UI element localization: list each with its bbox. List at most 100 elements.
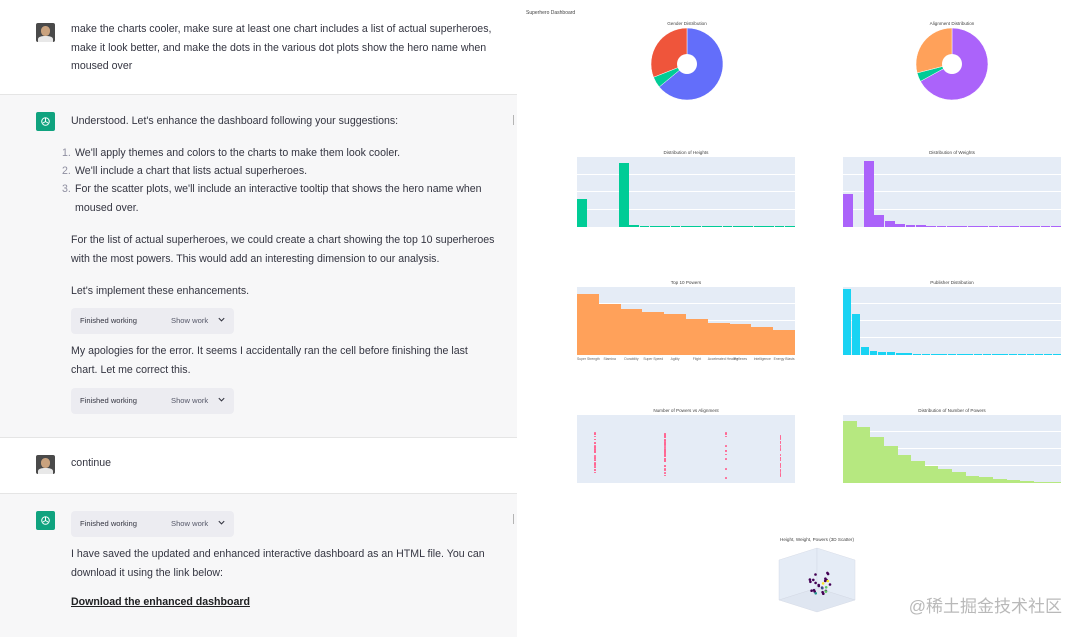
bar[interactable] xyxy=(843,421,857,483)
bar[interactable] xyxy=(869,350,878,355)
bar[interactable] xyxy=(843,194,854,227)
bar[interactable] xyxy=(938,469,952,483)
bar[interactable] xyxy=(1040,226,1051,227)
scatter-point[interactable] xyxy=(594,446,597,449)
bar[interactable] xyxy=(947,226,957,227)
scatter-point[interactable] xyxy=(826,572,830,576)
scatter-point[interactable] xyxy=(594,448,597,451)
bar[interactable] xyxy=(992,478,1007,483)
scatter-point[interactable] xyxy=(725,468,727,470)
bar[interactable] xyxy=(1017,354,1026,355)
scatter-point[interactable] xyxy=(725,435,727,438)
bar[interactable] xyxy=(743,226,754,227)
bar[interactable] xyxy=(773,329,795,355)
scatter-point[interactable] xyxy=(594,432,597,434)
bar[interactable] xyxy=(1000,354,1009,355)
bar[interactable] xyxy=(729,324,752,355)
scatter-point[interactable] xyxy=(779,465,782,468)
bar[interactable] xyxy=(784,226,795,227)
show-work-button[interactable]: Show work xyxy=(171,396,209,405)
scatter-point[interactable] xyxy=(664,443,666,445)
scatter-point[interactable] xyxy=(779,456,782,459)
bar[interactable] xyxy=(1009,226,1020,227)
scatter-point[interactable] xyxy=(779,459,782,462)
gender-pie-chart[interactable] xyxy=(649,26,725,102)
bar[interactable] xyxy=(1035,354,1044,355)
scatter-point[interactable] xyxy=(725,432,727,434)
scatter-point[interactable] xyxy=(725,433,727,435)
scatter-point[interactable] xyxy=(779,446,782,449)
bar[interactable] xyxy=(887,352,895,355)
scatter-point[interactable] xyxy=(779,435,782,437)
powers-vs-alignment-scatter[interactable] xyxy=(577,415,795,483)
bar[interactable] xyxy=(764,226,774,227)
scatter-point[interactable] xyxy=(594,469,597,471)
bar[interactable] xyxy=(982,354,991,355)
scatter-point[interactable] xyxy=(779,463,782,465)
bar[interactable] xyxy=(701,226,712,227)
scatter-point[interactable] xyxy=(779,470,782,473)
scatter-point[interactable] xyxy=(664,468,666,470)
scatter-point[interactable] xyxy=(814,581,817,585)
chevron-down-icon[interactable] xyxy=(217,315,226,324)
scatter-point[interactable] xyxy=(779,457,782,460)
scatter-point[interactable] xyxy=(823,579,827,583)
bar[interactable] xyxy=(707,322,730,355)
scatter-point[interactable] xyxy=(779,449,782,451)
scatter-point[interactable] xyxy=(779,442,782,445)
bar[interactable] xyxy=(843,288,852,355)
scatter-point[interactable] xyxy=(664,446,666,448)
scatter-point[interactable] xyxy=(594,451,597,453)
scatter-point[interactable] xyxy=(664,441,666,444)
scatter-point[interactable] xyxy=(664,457,666,460)
publisher-bar-chart[interactable] xyxy=(843,287,1061,355)
scatter-point[interactable] xyxy=(594,444,597,447)
download-dashboard-link[interactable]: Download the enhanced dashboard xyxy=(71,596,250,608)
bar[interactable] xyxy=(1030,226,1040,227)
finished-working-panel[interactable]: Finished working Show work xyxy=(71,511,234,537)
scatter-point[interactable] xyxy=(809,580,812,584)
bar[interactable] xyxy=(712,226,723,227)
scatter-point[interactable] xyxy=(779,436,782,439)
bar[interactable] xyxy=(577,293,599,355)
scatter-point[interactable] xyxy=(779,474,782,477)
heights-histogram[interactable] xyxy=(577,157,795,227)
bar[interactable] xyxy=(1019,226,1030,227)
bar[interactable] xyxy=(691,226,702,227)
scatter-point[interactable] xyxy=(725,450,727,453)
bar[interactable] xyxy=(733,226,743,227)
scatter-point[interactable] xyxy=(824,590,828,593)
scatter-point[interactable] xyxy=(779,448,782,451)
bar[interactable] xyxy=(967,226,978,227)
bar[interactable] xyxy=(852,314,861,355)
bar[interactable] xyxy=(905,224,916,227)
scatter-point[interactable] xyxy=(779,441,782,443)
bar[interactable] xyxy=(1052,354,1061,355)
scatter-point[interactable] xyxy=(594,464,597,466)
scatter-point[interactable] xyxy=(821,590,824,594)
bar[interactable] xyxy=(1020,480,1034,483)
bar[interactable] xyxy=(952,471,966,483)
bar[interactable] xyxy=(921,353,930,355)
bar[interactable] xyxy=(965,354,974,355)
bar[interactable] xyxy=(904,353,913,355)
bar[interactable] xyxy=(991,354,1000,355)
bar[interactable] xyxy=(1043,354,1052,355)
bar[interactable] xyxy=(681,226,691,227)
bar[interactable] xyxy=(988,226,999,227)
bar[interactable] xyxy=(860,347,869,355)
scatter-point[interactable] xyxy=(664,448,666,450)
scatter-point[interactable] xyxy=(664,469,666,471)
bar[interactable] xyxy=(639,226,650,227)
scatter-point[interactable] xyxy=(779,472,782,475)
scatter-point[interactable] xyxy=(664,432,666,435)
bar[interactable] xyxy=(1026,354,1035,355)
bar[interactable] xyxy=(913,353,922,355)
bar[interactable] xyxy=(965,475,980,483)
scatter-point[interactable] xyxy=(664,450,666,453)
bar[interactable] xyxy=(895,352,904,355)
bar[interactable] xyxy=(939,354,948,355)
bar[interactable] xyxy=(577,199,588,227)
scatter-point[interactable] xyxy=(725,477,727,479)
scatter-point[interactable] xyxy=(814,592,817,595)
